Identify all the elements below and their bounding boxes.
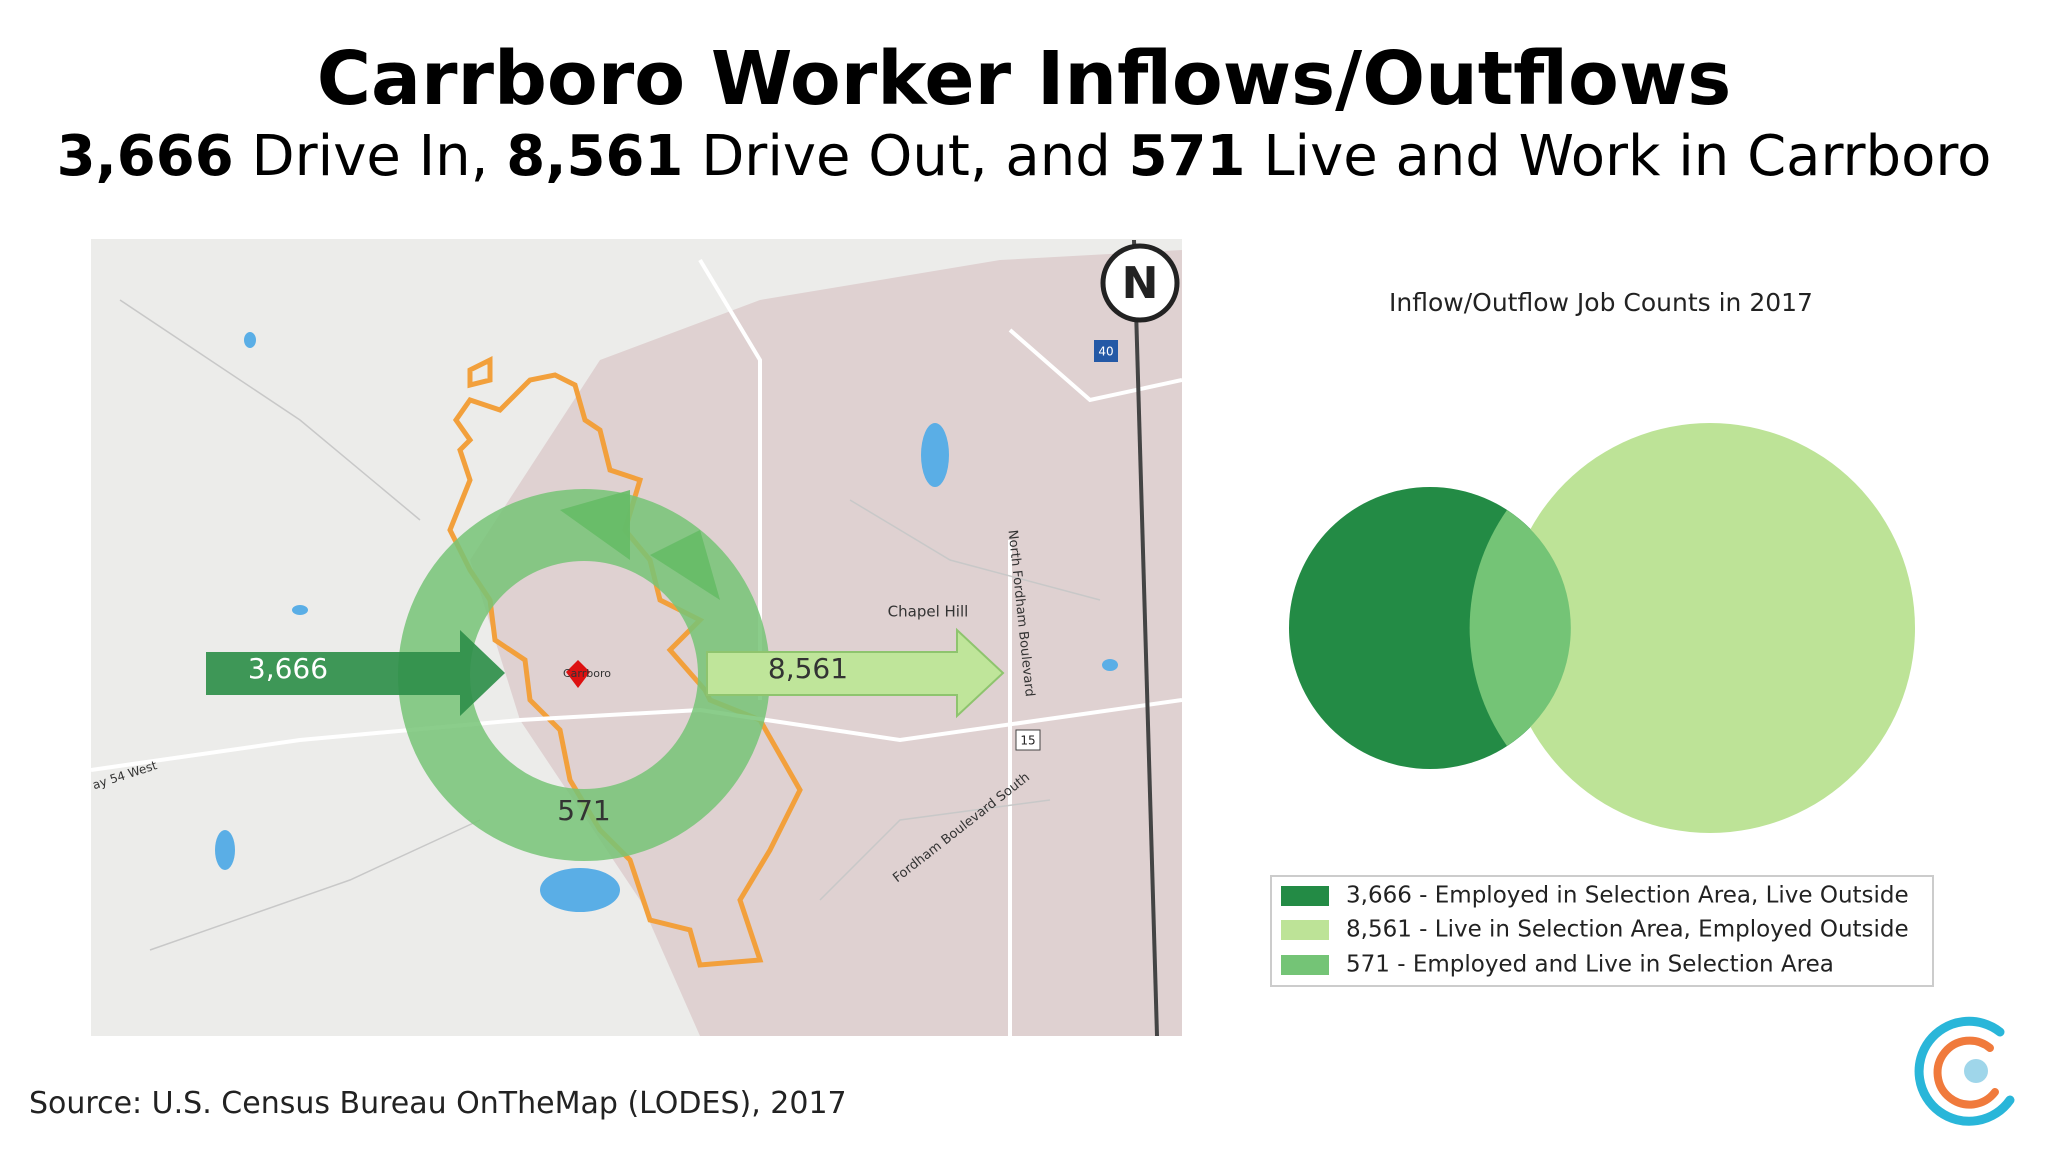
- venn-overlap: [1469, 510, 1571, 746]
- subtitle-number: 3,666: [56, 124, 234, 189]
- title: Carrboro Worker Inflows/Outflows: [316, 36, 1732, 122]
- shield: [1094, 340, 1118, 362]
- north-arrow: [1100, 243, 1180, 323]
- venn-circle: [1505, 423, 1915, 833]
- legend-swatch: [1281, 920, 1329, 940]
- minor-roads: [119, 299, 1101, 951]
- outflow-label: 8,561: [768, 652, 848, 685]
- subtitle-text: Drive Out, and: [701, 124, 1111, 189]
- map: N 40 15 3,666 8,561 571 Carrboro Chapel …: [91, 239, 1182, 1036]
- place-label: Chapel Hill: [888, 603, 969, 621]
- legend-swatch: [1281, 955, 1329, 975]
- shield-label: 15: [1020, 734, 1035, 748]
- subtitle-number: 8,561: [506, 124, 684, 189]
- roads: [91, 258, 1182, 1036]
- shield: [1015, 729, 1041, 751]
- outflow-arrow: [706, 627, 1005, 719]
- town-label: Carrboro: [563, 667, 611, 680]
- meridian-line: [1132, 239, 1159, 1036]
- both-label: 571: [557, 794, 610, 827]
- subtitle-number: 571: [1128, 124, 1246, 189]
- legend-box: [1270, 875, 1934, 987]
- logo: [1914, 1016, 2015, 1126]
- legend-label: 3,666 - Employed in Selection Area, Live…: [1346, 883, 1909, 909]
- inflow-arrow: [206, 630, 505, 716]
- venn: Inflow/Outflow Job Counts in 2017 3,666 …: [1270, 288, 1934, 987]
- venn-title: Inflow/Outflow Job Counts in 2017: [1389, 288, 1813, 317]
- subtitle: 3,666 Drive In, 8,561 Drive Out, and 571…: [0, 124, 2048, 189]
- lakes: [215, 332, 1118, 912]
- shield-label: 40: [1098, 345, 1113, 359]
- inflow-label: 3,666: [248, 652, 328, 685]
- subtitle-text: Live and Work in Carrboro: [1263, 124, 1992, 189]
- north-label: N: [1122, 258, 1159, 309]
- source: Source: U.S. Census Bureau OnTheMap (LOD…: [29, 1086, 847, 1121]
- legend-label: 571 - Employed and Live in Selection Are…: [1346, 952, 1834, 978]
- arrow-heads: [560, 490, 720, 600]
- legend-label: 8,561 - Live in Selection Area, Employed…: [1346, 917, 1909, 943]
- legend-swatch: [1281, 886, 1329, 906]
- town-marker: [566, 660, 590, 688]
- subtitle-text: Drive In,: [251, 124, 489, 189]
